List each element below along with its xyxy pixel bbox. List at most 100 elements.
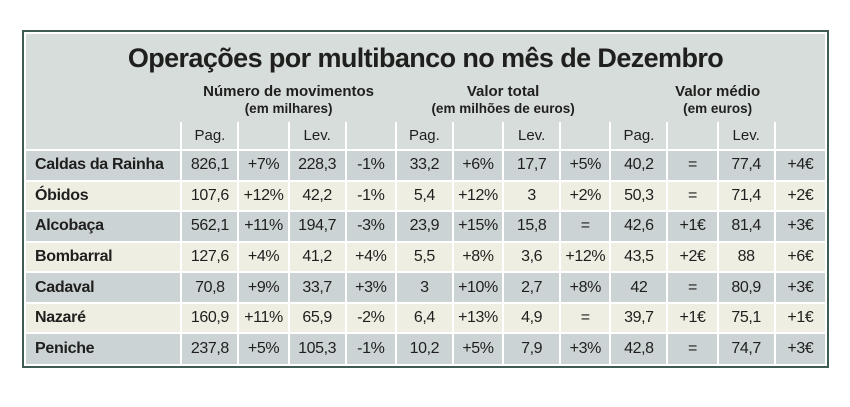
subheader-row: Pag. Lev. Pag. Lev. Pag. Lev. bbox=[26, 122, 825, 150]
municipality-name: Nazaré bbox=[26, 301, 182, 334]
value-cell: 7,9 bbox=[502, 332, 561, 364]
value-cell: +12% bbox=[451, 179, 504, 212]
value-cell: 40,2 bbox=[609, 149, 668, 181]
table-row: Bombarral 127,6 +4% 41,2 +4% 5,5 +8% 3,6 +12% 43,… bbox=[26, 240, 825, 273]
value-cell: 88 bbox=[716, 240, 775, 273]
subheader-cell: Pag. bbox=[180, 122, 239, 150]
subheader-cell bbox=[451, 122, 504, 150]
value-cell: +2€ bbox=[666, 240, 718, 273]
table-row: Nazaré 160,9 +11% 65,9 -2% 6,4 +13% 4,9 = 39,7 +1€… bbox=[26, 301, 825, 334]
group-sublabel: (em milhares) bbox=[244, 101, 333, 116]
value-cell: +10% bbox=[451, 271, 504, 303]
municipality-name: Caldas da Rainha bbox=[26, 149, 182, 181]
value-cell: 74,7 bbox=[716, 332, 775, 364]
value-cell: = bbox=[559, 210, 611, 242]
value-cell: 107,6 bbox=[180, 179, 239, 212]
subheader-cell bbox=[344, 122, 396, 150]
table-row: Óbidos 107,6 +12% 42,2 -1% 5,4 +12% 3 +2% 50,3 = 71… bbox=[26, 179, 825, 212]
value-cell: 17,7 bbox=[502, 149, 561, 181]
subheader-cell: Pag. bbox=[394, 122, 453, 150]
value-cell: 194,7 bbox=[287, 210, 346, 242]
value-cell: 3 bbox=[502, 179, 561, 212]
value-cell: +12% bbox=[237, 179, 289, 212]
table-row: Peniche 237,8 +5% 105,3 -1% 10,2 +5% 7,9 +3% 42,8… bbox=[26, 332, 825, 364]
value-cell: +7% bbox=[237, 149, 289, 181]
value-cell: +3€ bbox=[773, 332, 825, 364]
value-cell: 33,7 bbox=[287, 271, 346, 303]
municipality-name: Cadaval bbox=[26, 271, 182, 303]
value-cell: 80,9 bbox=[716, 271, 775, 303]
value-cell: +1€ bbox=[666, 210, 718, 242]
value-cell: +5% bbox=[451, 332, 504, 364]
value-cell: 75,1 bbox=[716, 301, 775, 334]
subheader-cell bbox=[559, 122, 611, 150]
value-cell: 6,4 bbox=[394, 301, 453, 334]
value-cell: 81,4 bbox=[716, 210, 775, 242]
group-label: Valor total bbox=[466, 83, 540, 100]
value-cell: +1€ bbox=[666, 301, 718, 334]
value-cell: 71,4 bbox=[716, 179, 775, 212]
table-frame: Operações por multibanco no mês de Dezem… bbox=[22, 30, 829, 368]
value-cell: 42,8 bbox=[609, 332, 668, 364]
table-body: Caldas da Rainha 826,1 +7% 228,3 -1% 33,2 +6% 1… bbox=[26, 149, 825, 364]
value-cell: +1€ bbox=[773, 301, 825, 334]
value-cell: -1% bbox=[344, 332, 396, 364]
table-row: Caldas da Rainha 826,1 +7% 228,3 -1% 33,2 +6% 1… bbox=[26, 149, 825, 181]
group-header-spacer bbox=[26, 80, 181, 122]
value-cell: 39,7 bbox=[609, 301, 668, 334]
value-cell: +12% bbox=[559, 240, 611, 273]
value-cell: +4% bbox=[237, 240, 289, 273]
subheader-spacer bbox=[26, 122, 181, 150]
value-cell: 33,2 bbox=[394, 149, 453, 181]
value-cell: 70,8 bbox=[180, 271, 239, 303]
value-cell: 2,7 bbox=[502, 271, 561, 303]
value-cell: +6% bbox=[451, 149, 504, 181]
subheader-cell: Lev. bbox=[287, 122, 346, 150]
table-inner: Operações por multibanco no mês de Dezem… bbox=[26, 34, 825, 364]
chart-title: Operações por multibanco no mês de Dezem… bbox=[127, 43, 724, 73]
value-cell: = bbox=[559, 301, 611, 334]
group-sublabel: (em euros) bbox=[683, 101, 753, 116]
value-cell: 77,4 bbox=[716, 149, 775, 181]
subheader-cell bbox=[773, 122, 825, 150]
value-cell: 3 bbox=[394, 271, 453, 303]
table-row: Alcobaça 562,1 +11% 194,7 -3% 23,9 +15% 15,8 = 42… bbox=[26, 210, 825, 242]
value-cell: 105,3 bbox=[287, 332, 346, 364]
value-cell: 4,9 bbox=[502, 301, 561, 334]
value-cell: +2% bbox=[559, 179, 611, 212]
value-cell: +8% bbox=[559, 271, 611, 303]
value-cell: -2% bbox=[344, 301, 396, 334]
municipality-name: Bombarral bbox=[26, 240, 182, 273]
subheader-cell bbox=[237, 122, 289, 150]
subheader-cell: Lev. bbox=[502, 122, 561, 150]
value-cell: +5% bbox=[559, 149, 611, 181]
value-cell: 562,1 bbox=[180, 210, 239, 242]
value-cell: = bbox=[666, 332, 718, 364]
value-cell: 5,4 bbox=[394, 179, 453, 212]
value-cell: 42 bbox=[609, 271, 668, 303]
group-sublabel: (em milhões de euros) bbox=[431, 101, 575, 116]
value-cell: -1% bbox=[344, 179, 396, 212]
value-cell: +11% bbox=[237, 301, 289, 334]
value-cell: 826,1 bbox=[180, 149, 239, 181]
group-label: Número de movimentos bbox=[203, 83, 375, 100]
value-cell: +15% bbox=[451, 210, 504, 242]
subheader-cell bbox=[666, 122, 718, 150]
subheader-cell: Pag. bbox=[609, 122, 668, 150]
value-cell: 23,9 bbox=[394, 210, 453, 242]
value-cell: +5% bbox=[237, 332, 289, 364]
value-cell: 50,3 bbox=[609, 179, 668, 212]
group-header-row: Número de movimentos (em milhares) Valor… bbox=[26, 80, 825, 122]
value-cell: +3% bbox=[344, 271, 396, 303]
value-cell: +9% bbox=[237, 271, 289, 303]
value-cell: 65,9 bbox=[287, 301, 346, 334]
value-cell: 5,5 bbox=[394, 240, 453, 273]
value-cell: +4€ bbox=[773, 149, 825, 181]
value-cell: 42,6 bbox=[609, 210, 668, 242]
value-cell: = bbox=[666, 179, 718, 212]
value-cell: +2€ bbox=[773, 179, 825, 212]
municipality-name: Óbidos bbox=[26, 179, 182, 212]
group-header-valor-medio: Valor médio (em euros) bbox=[610, 80, 825, 122]
value-cell: +6€ bbox=[773, 240, 825, 273]
table-row: Cadaval 70,8 +9% 33,7 +3% 3 +10% 2,7 +8% 42 = 80,9 +… bbox=[26, 271, 825, 303]
